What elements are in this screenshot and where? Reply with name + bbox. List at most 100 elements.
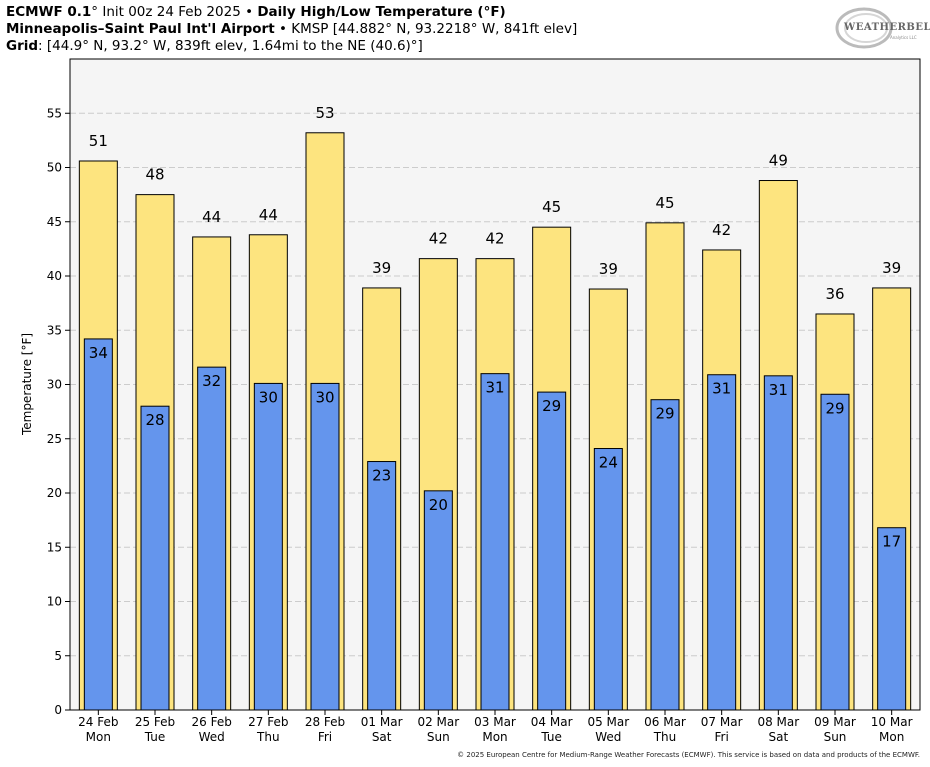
high-temp-label: 42	[485, 230, 504, 248]
high-temp-label: 44	[202, 208, 221, 226]
low-temp-bar	[537, 391, 567, 711]
y-tick-label: 40	[47, 269, 62, 283]
low-temp-label: 28	[145, 411, 164, 429]
x-tick-date: 10 Mar	[871, 715, 913, 729]
low-temp-label: 31	[712, 380, 731, 398]
high-temp-label: 51	[89, 132, 108, 150]
x-tick-date: 08 Mar	[757, 715, 799, 729]
low-temp-label: 32	[202, 372, 221, 390]
x-tick-weekday: Tue	[144, 730, 166, 744]
copyright-footer: © 2025 European Centre for Medium-Range …	[457, 751, 920, 759]
low-temp-bar	[480, 373, 510, 711]
logo-text: WEATHERBELL	[844, 22, 930, 33]
low-temp-label: 23	[372, 467, 391, 485]
high-temp-label: 42	[712, 221, 731, 239]
x-tick-date: 05 Mar	[587, 715, 629, 729]
x-tick-weekday: Tue	[540, 730, 562, 744]
y-tick-label: 25	[47, 432, 62, 446]
weatherbell-logo: WEATHERBELL Analytics LLC	[834, 6, 930, 50]
high-temp-label: 39	[599, 260, 618, 278]
y-tick-label: 0	[54, 703, 62, 717]
low-temp-bar	[423, 490, 453, 711]
x-tick-weekday: Fri	[715, 730, 729, 744]
low-temp-bar	[367, 461, 397, 711]
init-time: ° Init 00z 24 Feb 2025	[91, 4, 241, 20]
low-temp-bar	[763, 375, 793, 711]
low-temp-label: 34	[89, 344, 108, 362]
x-tick-weekday: Thu	[653, 730, 677, 744]
low-temp-label: 17	[882, 533, 901, 551]
y-tick-label: 30	[47, 378, 62, 392]
low-temp-bar	[593, 448, 623, 711]
high-temp-label: 45	[655, 194, 674, 212]
high-temp-label: 45	[542, 198, 561, 216]
x-tick-date: 27 Feb	[248, 715, 288, 729]
x-tick-date: 25 Feb	[135, 715, 175, 729]
x-tick-weekday: Wed	[199, 730, 225, 744]
x-tick-weekday: Mon	[86, 730, 111, 744]
logo-swirl-icon	[835, 7, 893, 49]
x-tick-date: 07 Mar	[701, 715, 743, 729]
high-temp-label: 48	[145, 166, 164, 184]
y-tick-label: 15	[47, 540, 62, 554]
high-temp-label: 49	[769, 152, 788, 170]
chart-title: Daily High/Low Temperature (°F)	[257, 4, 506, 20]
low-temp-label: 29	[542, 397, 561, 415]
high-temp-label: 39	[372, 259, 391, 277]
y-tick-label: 10	[47, 595, 62, 609]
low-temp-bar	[310, 382, 340, 711]
x-tick-date: 09 Mar	[814, 715, 856, 729]
y-axis: 0 5 10 15 20 25 30 35 40 45 50 55	[47, 106, 70, 717]
low-temp-label: 31	[485, 379, 504, 397]
y-tick-label: 55	[47, 106, 62, 120]
station-coords: • KMSP [44.882° N, 93.2218° W, 841ft ele…	[274, 21, 578, 37]
low-temp-bar	[140, 405, 170, 711]
x-tick-weekday: Sat	[372, 730, 392, 744]
low-temp-label: 30	[259, 388, 278, 406]
x-tick-date: 01 Mar	[361, 715, 403, 729]
low-temp-label: 31	[769, 381, 788, 399]
high-temp-label: 44	[259, 206, 278, 224]
model-name: ECMWF 0.1	[6, 4, 92, 20]
x-tick-weekday: Fri	[318, 730, 332, 744]
x-tick-weekday: Mon	[482, 730, 507, 744]
low-temp-label: 20	[429, 496, 448, 514]
x-tick-weekday: Sun	[824, 730, 847, 744]
y-tick-label: 45	[47, 215, 62, 229]
low-temp-bar	[877, 527, 907, 711]
x-tick-date: 04 Mar	[531, 715, 573, 729]
x-tick-weekday: Wed	[595, 730, 621, 744]
y-tick-label: 35	[47, 323, 62, 337]
logo-subtext: Analytics LLC	[890, 35, 917, 40]
header-line-grid: Grid: [44.9° N, 93.2° W, 839ft elev, 1.6…	[6, 38, 577, 55]
grid-coords: : [44.9° N, 93.2° W, 839ft elev, 1.64mi …	[38, 38, 423, 54]
low-temp-bar	[650, 399, 680, 711]
header-separator: •	[240, 4, 258, 20]
low-temp-bar	[707, 374, 737, 711]
low-temp-label: 29	[825, 399, 844, 417]
x-tick-date: 03 Mar	[474, 715, 516, 729]
y-axis-label: Temperature [°F]	[20, 333, 34, 436]
plot-frame	[69, 58, 921, 711]
low-temp-bar	[253, 382, 283, 711]
x-tick-date: 02 Mar	[417, 715, 459, 729]
grid-label: Grid	[6, 38, 39, 54]
high-temp-label: 39	[882, 259, 901, 277]
bars: 51 34 48 28 44 32 44 30 53 30 39 23 42 20 42 31 45 29 39 24…	[78, 104, 912, 711]
low-temp-label: 24	[599, 454, 618, 472]
header-line-model: ECMWF 0.1° Init 00z 24 Feb 2025 • Daily …	[6, 4, 577, 21]
chart-header: ECMWF 0.1° Init 00z 24 Feb 2025 • Daily …	[6, 4, 577, 55]
y-tick-label: 5	[54, 649, 62, 663]
high-temp-label: 42	[429, 230, 448, 248]
low-temp-label: 30	[315, 388, 334, 406]
x-tick-date: 06 Mar	[644, 715, 686, 729]
low-temp-label: 29	[655, 405, 674, 423]
high-temp-label: 53	[315, 104, 334, 122]
x-tick-weekday: Thu	[256, 730, 280, 744]
y-tick-label: 20	[47, 486, 62, 500]
x-tick-weekday: Sat	[768, 730, 788, 744]
high-temp-label: 36	[825, 285, 844, 303]
x-tick-weekday: Mon	[879, 730, 904, 744]
